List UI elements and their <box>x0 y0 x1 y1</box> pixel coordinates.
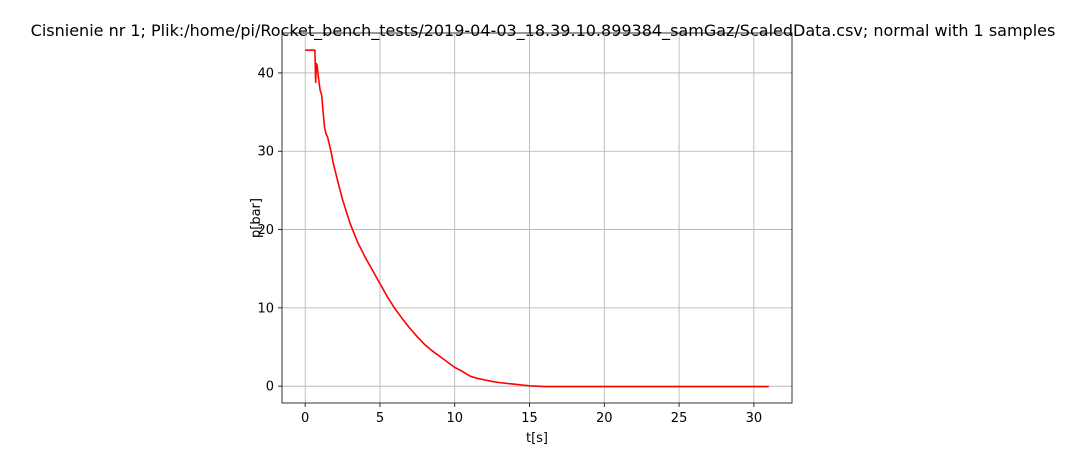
y-axis-label: p[bar] <box>249 198 264 238</box>
x-tick-label: 15 <box>521 411 538 426</box>
y-tick-label: 0 <box>266 380 274 395</box>
y-tick-label: 30 <box>257 145 274 160</box>
x-tick-label: 0 <box>301 411 309 426</box>
y-tick-label: 10 <box>257 301 274 316</box>
data-layer <box>305 49 769 388</box>
x-tick-label: 30 <box>746 411 763 426</box>
plot-frame <box>281 32 793 404</box>
x-axis-label: t[s] <box>526 431 548 446</box>
grid-lines <box>282 33 792 403</box>
y-tick-label: 20 <box>257 223 274 238</box>
pressure-series-line <box>305 49 769 388</box>
x-tick-label: 25 <box>671 411 688 426</box>
y-tick-label: 40 <box>257 66 274 81</box>
x-tick-label: 10 <box>446 411 463 426</box>
chart-title: Cisnienie nr 1; Plik:/home/pi/Rocket_ben… <box>31 21 1056 41</box>
x-tick-label: 5 <box>376 411 384 426</box>
x-tick-label: 20 <box>596 411 613 426</box>
axis-ticks: 0 5 10 15 20 25 30 0 10 20 30 40 <box>257 66 762 426</box>
